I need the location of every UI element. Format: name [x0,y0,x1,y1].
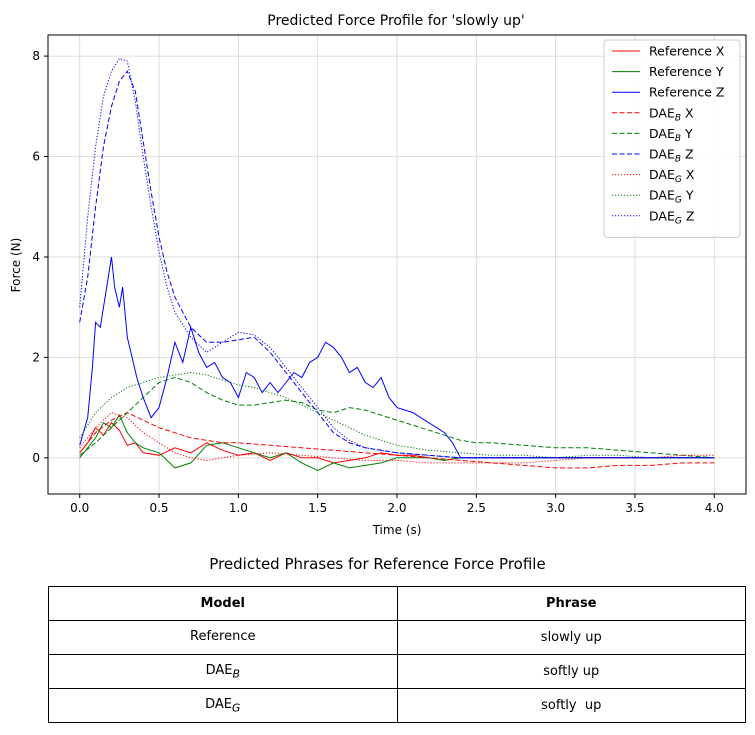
x-tick-label: 3.0 [546,501,565,515]
y-tick-label: 6 [32,150,40,164]
header-phrase: Phrase [396,586,746,621]
force-chart: Predicted Force Profile for 'slowly up' … [9,13,747,537]
x-tick-label: 0.5 [149,501,168,515]
cell-model: DAEB [48,654,398,689]
x-tick-label: 4.0 [705,501,724,515]
table-title: Predicted Phrases for Reference Force Pr… [209,555,546,573]
table-row: DAEG softly up [48,688,746,723]
y-tick-label: 8 [32,49,40,63]
phrases-table: Model Phrase Reference slowly up DAEB so… [48,586,746,723]
legend-entry: DAEB Y [649,126,693,144]
series-line-2 [79,256,715,459]
x-tick-label: 3.5 [625,501,644,515]
legend-entry: Reference X [649,44,725,59]
legend-entry: DAEG Z [649,208,694,226]
y-tick-label: 2 [32,350,40,364]
y-axis-label: Force (N) [9,238,23,293]
plot-lines [79,58,715,471]
legend-entry: DAEB Z [649,147,694,165]
series-line-6 [79,412,715,464]
legend-entry: Reference Z [649,85,724,100]
x-axis-label: Time (s) [372,523,422,537]
y-tick-label: 4 [32,250,40,264]
series-line-4 [79,376,715,459]
legend-entry: DAEB X [649,105,694,123]
x-ticks: 0.0 0.5 1.0 1.5 2.0 2.5 3.0 3.5 4.0 [70,494,724,515]
x-tick-label: 2.0 [387,501,406,515]
x-tick-label: 1.0 [229,501,248,515]
header-model: Model [48,586,398,621]
legend-box [603,39,741,238]
y-ticks: 0 2 4 6 8 [32,49,48,465]
x-tick-label: 0.0 [70,501,89,515]
legend: Reference X Reference Y Reference Z DAEB X D… [603,39,741,238]
cell-model: Reference [48,620,398,655]
table-row: Reference slowly up [48,620,746,655]
x-tick-label: 1.5 [308,501,327,515]
cell-phrase: slowly up [396,620,746,655]
cell-phrase: softly up [396,688,746,723]
series-line-3 [79,412,715,469]
cell-model: DAEG [48,688,398,723]
legend-entry: Reference Y [649,64,724,79]
chart-title: Predicted Force Profile for 'slowly up' [267,13,524,29]
table-row: DAEB softly up [48,654,746,689]
cell-phrase: softly up [396,654,746,689]
legend-entry: DAEG X [649,167,695,185]
series-line-5 [79,70,715,459]
x-tick-label: 2.5 [467,501,486,515]
y-tick-label: 0 [32,451,40,465]
legend-entry: DAEG Y [649,188,694,206]
table-header-row: Model Phrase [48,586,746,621]
series-line-8 [79,58,715,459]
